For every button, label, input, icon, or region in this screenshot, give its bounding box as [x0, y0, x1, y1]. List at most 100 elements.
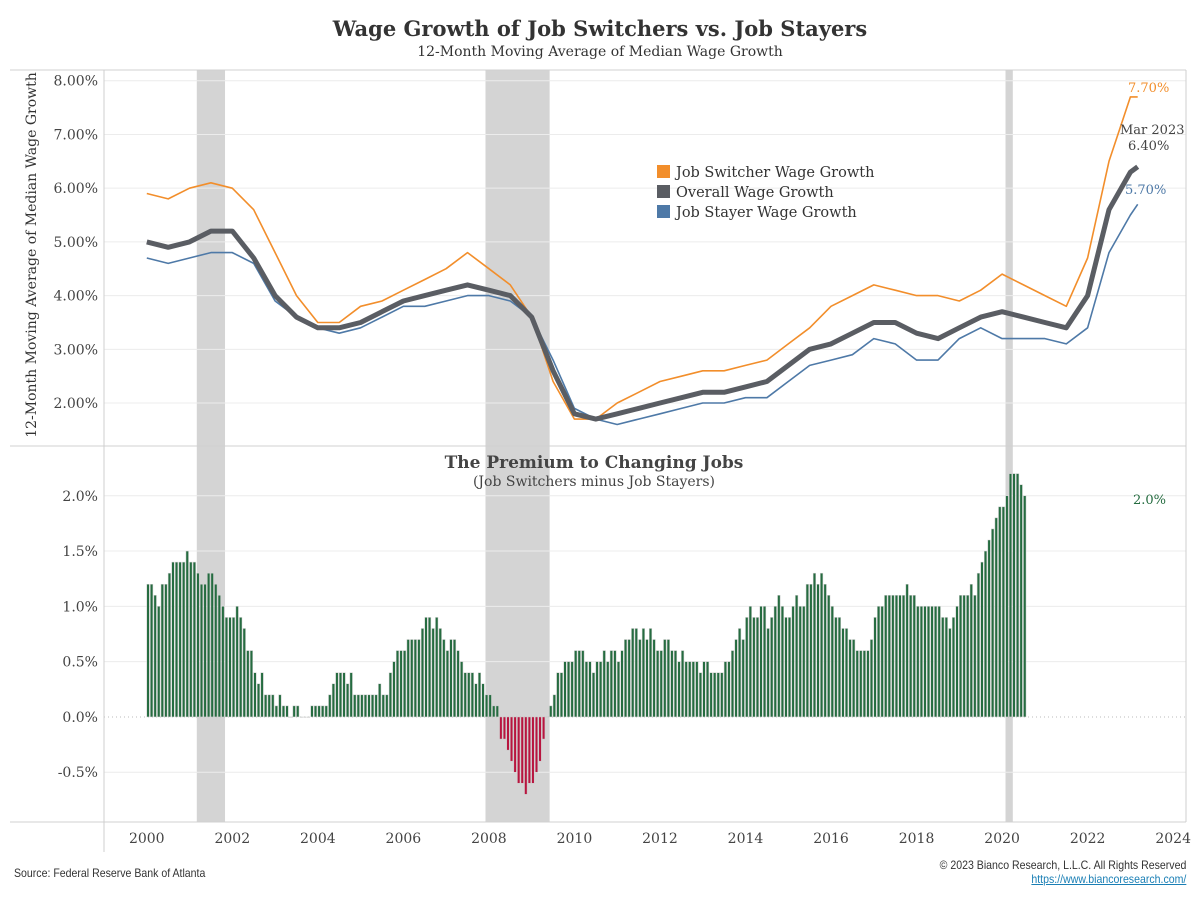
premium-bar-positive: [663, 639, 667, 718]
premium-bar-positive: [328, 694, 332, 718]
premium-bar-positive: [164, 583, 168, 718]
premium-bar-positive: [324, 705, 328, 718]
premium-bar-positive: [196, 572, 200, 718]
x-tick-label: 2010: [557, 831, 593, 847]
premium-bar-positive: [438, 628, 442, 718]
premium-bar-positive: [691, 661, 695, 718]
premium-bar-positive: [460, 661, 464, 718]
switcher-line: [146, 96, 1138, 420]
premium-bar-positive: [595, 661, 599, 718]
premium-bar-positive: [1012, 473, 1016, 718]
premium-bar-positive: [485, 694, 489, 718]
premium-bar-positive: [381, 694, 385, 718]
premium-bar-positive: [998, 506, 1002, 718]
x-tick-label: 2006: [386, 831, 422, 847]
premium-bar-positive: [862, 650, 866, 718]
premium-bar-positive: [588, 661, 592, 718]
premium-bar-positive: [150, 583, 154, 718]
y-tick-label: 0.5%: [62, 655, 98, 671]
premium-bar-positive: [153, 595, 157, 718]
premium-bar-negative: [520, 716, 524, 784]
stayer-end-label: 5.70%: [1125, 183, 1166, 198]
premium-bar-positive: [873, 617, 877, 718]
bottom-chart-subtitle: (Job Switchers minus Job Stayers): [473, 474, 715, 490]
premium-bar-positive: [278, 694, 282, 718]
legend: Job Switcher Wage Growth Overall Wage Gr…: [657, 165, 874, 221]
premium-bar-positive: [207, 572, 211, 718]
premium-bar-positive: [545, 716, 549, 718]
premium-bar-positive: [716, 672, 720, 718]
premium-bar-positive: [406, 639, 410, 718]
premium-bar-positive: [670, 650, 674, 718]
premium-bar-positive: [916, 606, 920, 718]
premium-bar-negative: [542, 716, 546, 740]
premium-bar-positive: [246, 650, 250, 718]
premium-bar-positive: [980, 561, 984, 718]
premium-bar-positive: [182, 561, 186, 718]
website-link[interactable]: https://www.biancoresearch.com/: [1031, 872, 1186, 886]
premium-bar-positive: [698, 672, 702, 718]
premium-bar-negative: [510, 716, 514, 762]
premium-bar-positive: [591, 672, 596, 718]
premium-bar-positive: [983, 550, 988, 718]
premium-bar-positive: [941, 617, 945, 718]
premium-bar-negative: [527, 716, 531, 784]
premium-bar-positive: [727, 661, 731, 718]
premium-bar-positive: [809, 583, 813, 718]
premium-bar-positive: [239, 617, 243, 718]
premium-bar-positive: [777, 595, 781, 718]
premium-bar-positive: [816, 583, 820, 718]
premium-bar-positive: [951, 617, 955, 718]
premium-bar-positive: [467, 672, 471, 718]
premium-bar-positive: [902, 595, 906, 718]
x-tick-label: 2018: [899, 831, 935, 847]
premium-bar-positive: [178, 561, 182, 718]
premium-bar-positive: [738, 628, 742, 718]
premium-bar-positive: [948, 628, 952, 718]
top-gridlines: [104, 80, 1186, 404]
premium-bar-positive: [228, 617, 232, 718]
y-tick-label: -0.5%: [58, 765, 98, 781]
premium-bar-positive: [552, 694, 556, 718]
premium-bar-positive: [930, 606, 934, 718]
premium-bar-positive: [613, 650, 617, 718]
premium-bar-positive: [602, 650, 606, 718]
premium-bar-positive: [249, 650, 253, 718]
premium-bar-positive: [221, 606, 225, 718]
premium-bar-positive: [706, 661, 710, 718]
premium-bar-positive: [805, 583, 809, 718]
premium-bar-positive: [356, 694, 360, 718]
premium-bar-positive: [192, 561, 196, 718]
legend-label-overall: Overall Wage Growth: [676, 185, 834, 201]
premium-bar-positive: [837, 617, 841, 718]
bottom-chart-title: The Premium to Changing Jobs: [445, 453, 744, 473]
premium-bar-positive: [723, 661, 727, 718]
premium-bar-positive: [317, 705, 321, 718]
y-tick-label: 5.00%: [54, 235, 98, 251]
premium-bar-positive: [795, 595, 799, 718]
y-tick-label: 3.00%: [54, 342, 98, 358]
premium-bar-positive: [869, 639, 874, 718]
premium-bar-positive: [681, 650, 685, 718]
premium-bar-positive: [641, 628, 645, 718]
premium-bar-positive: [852, 639, 856, 718]
premium-bar-positive: [299, 716, 303, 718]
premium-bar-positive: [894, 595, 898, 718]
premium-bar-positive: [877, 606, 881, 718]
premium-bar-positive: [944, 617, 948, 718]
premium-bar-positive: [1008, 473, 1013, 718]
premium-bar-positive: [378, 683, 382, 718]
premium-bar-positive: [321, 705, 325, 718]
premium-bar-positive: [442, 639, 446, 718]
premium-bar-positive: [802, 606, 806, 718]
premium-bar-positive: [973, 595, 977, 718]
premium-bar-positive: [845, 628, 849, 718]
premium-bar-positive: [203, 583, 207, 718]
premium-bar-positive: [666, 639, 670, 718]
y-tick-label: 8.00%: [54, 74, 98, 90]
premium-bar-positive: [773, 606, 777, 718]
premium-bar-positive: [171, 561, 175, 718]
premium-bar-positive: [659, 650, 663, 718]
premium-bar-positive: [652, 639, 656, 718]
legend-swatch-overall: [657, 185, 670, 198]
